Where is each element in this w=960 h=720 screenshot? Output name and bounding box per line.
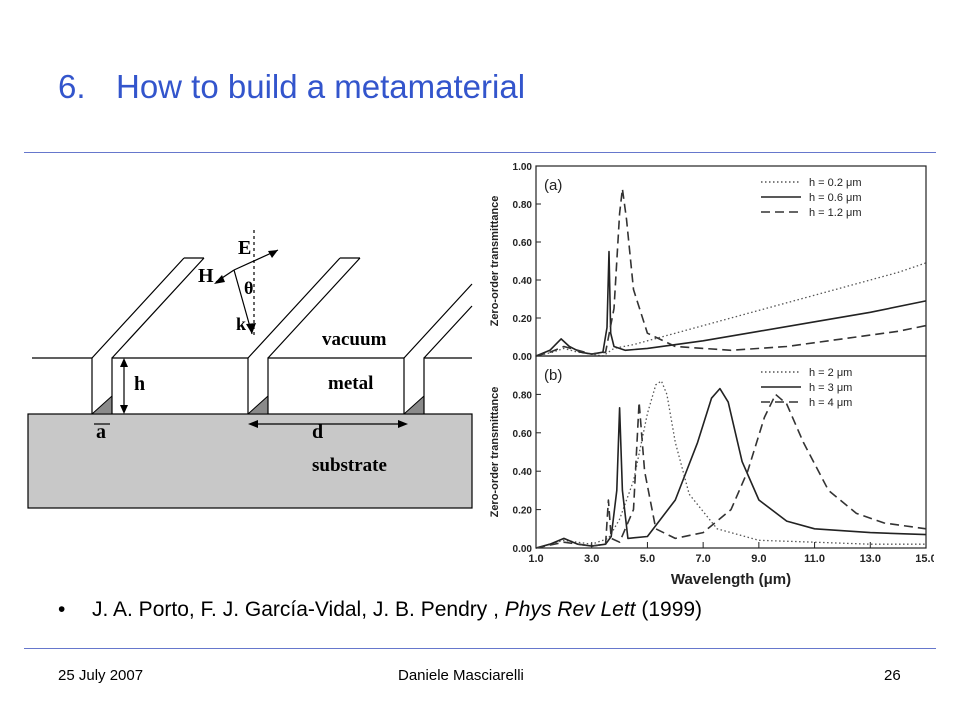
metal-wall-1 [91, 257, 205, 359]
d-period-label: d [312, 421, 323, 443]
footer-date: 25 July 2007 [58, 667, 144, 684]
x-tick-label: 7.0 [695, 553, 710, 565]
metal-block-2 [267, 357, 405, 414]
a-width-label: a [96, 421, 106, 443]
panel-a-legend-entry-2: h = 0.6 μm [809, 192, 862, 204]
panel-b-legend-entry-2: h = 3 μm [809, 382, 852, 394]
panel-a-ytick-label: 1.00 [513, 162, 533, 173]
panel-b-series-3 [535, 393, 927, 549]
panel-b-ytick-label: 0.80 [513, 390, 533, 401]
k-arrowhead [246, 323, 256, 334]
panel-b: 0.00 0.20 0.40 0.60 0.80 Zero-order transmitt… [489, 355, 927, 555]
panel-a-legend-entry-1: h = 0.2 μm [809, 177, 862, 189]
panel-b-legend-entry-3: h = 4 μm [809, 397, 852, 409]
panel-b-series-2 [535, 387, 927, 549]
panel-a-ytick-label: 0.40 [513, 276, 533, 287]
panel-a-legend-entry-3: h = 1.2 μm [809, 207, 862, 219]
panel-a-series-2 [535, 250, 927, 357]
h-arrow-bottom [120, 405, 128, 414]
panel-b-ylabel: Zero-order transmittance [489, 387, 501, 518]
panel-b-legend-entry-1: h = 2 μm [809, 367, 852, 379]
k-vector [233, 269, 253, 335]
panel-b-frame [535, 355, 927, 549]
h-arrow-top [120, 358, 128, 367]
panel-a-ytick-label: 0.60 [513, 238, 533, 249]
theta-label: θ [244, 278, 253, 298]
x-tick-label: 15.0 [915, 553, 934, 565]
slide-title-number: 6. [58, 68, 86, 105]
metal-label: metal [328, 373, 373, 394]
panel-a-label: (a) [544, 177, 562, 194]
x-tick-label: 9.0 [751, 553, 766, 565]
d-arrow-left [248, 420, 258, 428]
slide-title-text: How to build a metamaterial [116, 68, 526, 105]
panel-a-ylabel: Zero-order transmittance [489, 196, 501, 327]
x-tick-label: 11.0 [804, 553, 825, 565]
citation: • J. A. Porto, F. J. García-Vidal, J. B. … [58, 598, 702, 622]
citation-year: (1999) [635, 598, 703, 621]
metal-wall-3 [403, 283, 473, 359]
vacuum-label: vacuum [322, 329, 387, 350]
panel-b-series-1 [535, 380, 926, 549]
h-arrowhead [214, 275, 225, 284]
slide-title: 6. How to build a metamaterial [58, 68, 525, 106]
footer-author: Daniele Masciarelli [398, 667, 524, 684]
citation-journal: Phys Rev Lett [504, 598, 636, 621]
panel-b-ytick-label: 0.40 [513, 467, 533, 478]
title-divider [24, 152, 936, 153]
bullet-dot: • [58, 598, 66, 621]
panel-a-ytick-label: 0.80 [513, 200, 533, 211]
substrate-block [27, 413, 473, 509]
x-tick-label: 5.0 [640, 553, 655, 565]
h-height-label: h [134, 373, 145, 395]
metal-wall-2 [247, 257, 361, 359]
metal-block-1 [91, 357, 249, 414]
footer-divider [24, 648, 936, 649]
panel-b-ytick-label: 0.20 [513, 506, 533, 517]
panel-a-ytick-label: 0.20 [513, 314, 533, 325]
x-tick-label: 1.0 [528, 553, 543, 565]
x-tick-label: 13.0 [860, 553, 881, 565]
panel-b-label: (b) [544, 367, 562, 384]
panel-b-ytick-label: 0.00 [513, 544, 533, 555]
x-tick-label: 3.0 [584, 553, 599, 565]
panel-a-series-3 [535, 188, 927, 357]
x-axis-label: Wavelength (μm) [671, 571, 791, 588]
substrate-label: substrate [312, 455, 387, 476]
panel-a-ytick-label: 0.00 [513, 352, 533, 363]
e-label: E [238, 237, 251, 259]
panel-b-ytick-label: 0.60 [513, 429, 533, 440]
footer-page-number: 26 [884, 667, 901, 684]
slit-array-diagram: E H θ k vacuum metal substrate h a d [24, 158, 476, 510]
d-arrow-right [398, 420, 408, 428]
k-label: k [236, 314, 246, 334]
plot-background [478, 156, 934, 594]
x-axis: 1.0 3.0 5.0 7.0 9.0 11.0 13.0 15.0 Wavelength (μ… [528, 542, 934, 588]
citation-authors: J. A. Porto, F. J. García-Vidal, J. B. P… [92, 598, 505, 621]
h-label: H [198, 265, 214, 287]
e-arrowhead [268, 250, 278, 258]
transmittance-figure: 0.00 0.20 0.40 0.60 0.80 1.00 Zero-order trans… [478, 156, 934, 594]
